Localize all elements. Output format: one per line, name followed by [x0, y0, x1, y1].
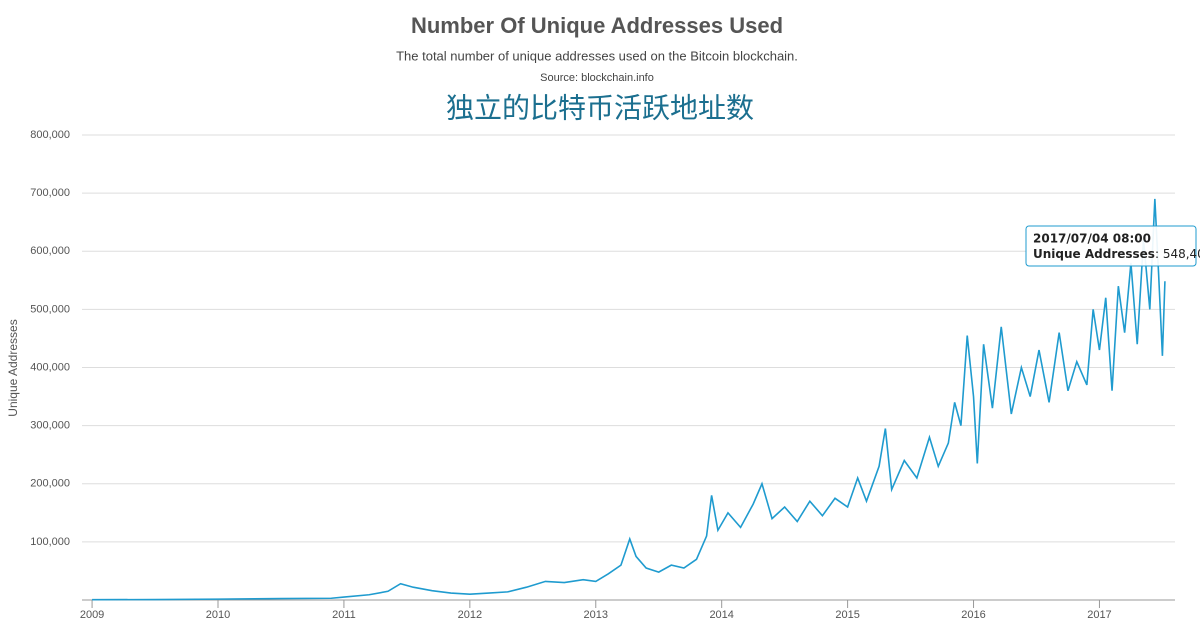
x-tick-label: 2010 — [206, 609, 230, 621]
y-tick-label: 600,000 — [30, 245, 70, 257]
x-tick-label: 2015 — [835, 609, 859, 621]
x-tick-label: 2011 — [332, 609, 356, 621]
chart-source: Source: blockchain.info — [540, 72, 654, 84]
annotation: 独立的比特币活跃地址数 — [446, 92, 754, 123]
x-tick-label: 2016 — [961, 609, 985, 621]
data-line — [92, 198, 1166, 601]
tooltip-box — [1025, 225, 1197, 267]
x-tick-label: 2014 — [709, 609, 733, 621]
tooltip-date: 2017/07/04 08:00 — [1033, 232, 1151, 246]
x-tick-label: 2013 — [584, 609, 608, 621]
y-tick-label: 200,000 — [30, 478, 70, 490]
x-tick-label: 2012 — [458, 609, 482, 621]
y-tick-label: 300,000 — [30, 420, 70, 432]
chart-subtitle: The total number of unique addresses use… — [396, 48, 798, 63]
tooltip-value: 548,401 — [1163, 247, 1200, 261]
chart-title: Number Of Unique Addresses Used — [411, 13, 783, 38]
x-tick-label: 2017 — [1087, 609, 1111, 621]
x-tick-label: 2009 — [80, 609, 104, 621]
tooltip-line: Unique Addresses: 548,401 — [1033, 247, 1200, 261]
tooltip-label: Unique Addresses — [1033, 247, 1155, 261]
y-tick-label: 800,000 — [30, 129, 70, 141]
y-tick-label: 700,000 — [30, 187, 70, 199]
y-axis-label: Unique Addresses — [6, 319, 20, 416]
tooltip-separator: : — [1155, 247, 1163, 261]
y-tick-label: 400,000 — [30, 361, 70, 373]
y-tick-label: 100,000 — [30, 536, 70, 548]
y-tick-label: 500,000 — [30, 303, 70, 315]
